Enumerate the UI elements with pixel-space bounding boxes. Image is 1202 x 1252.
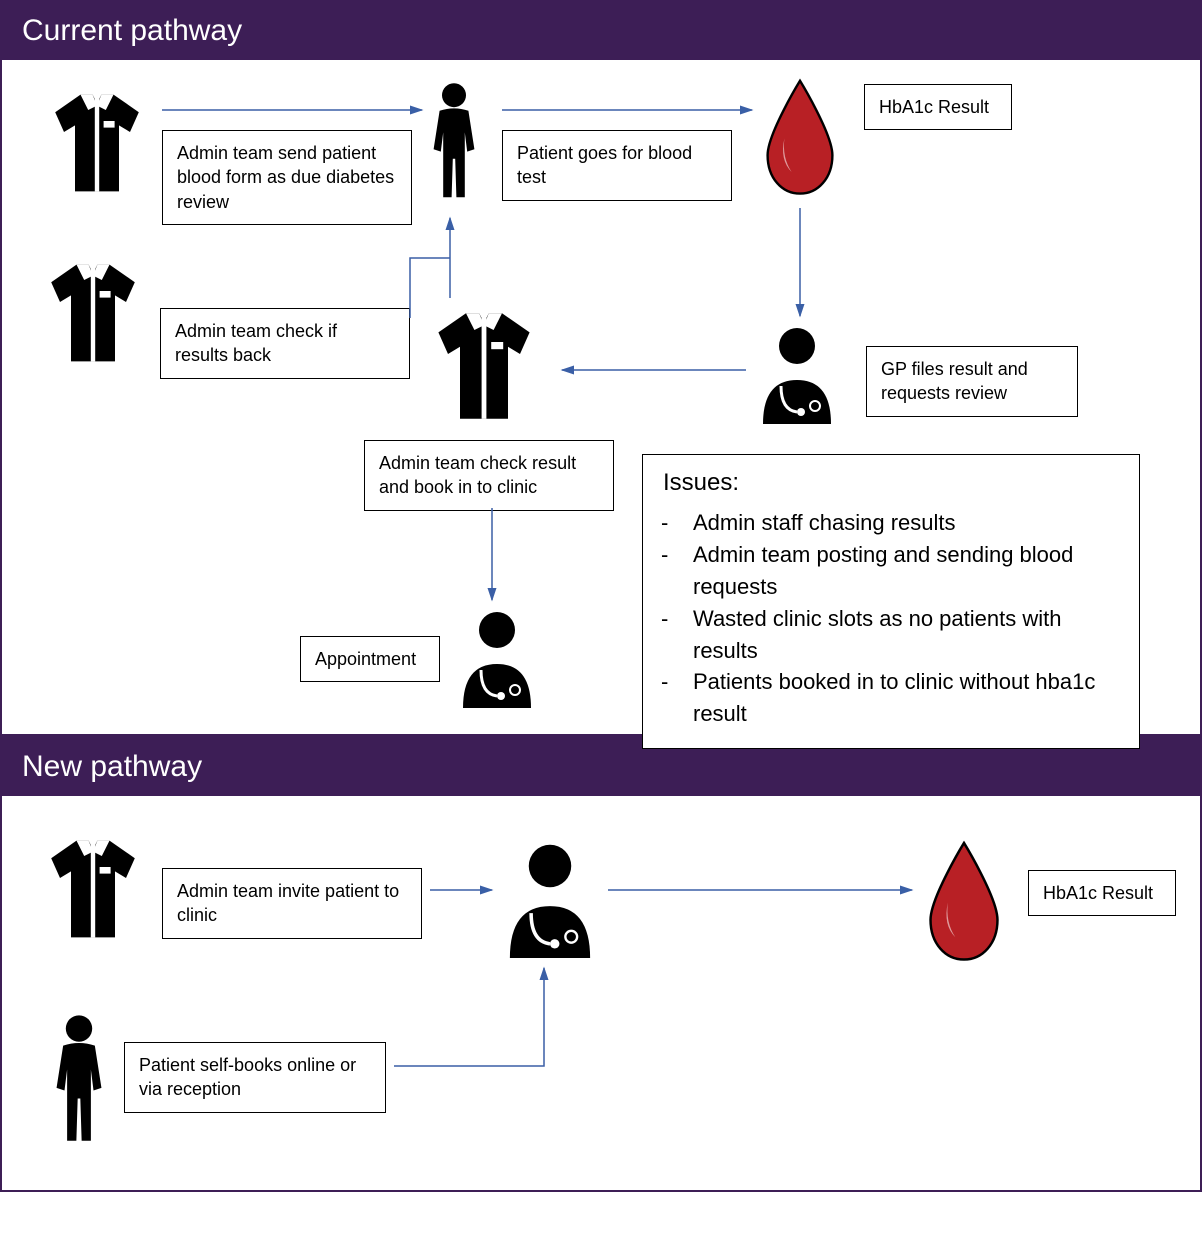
flow-arrow	[2, 796, 1202, 1190]
section-title-current: Current pathway	[2, 2, 1200, 60]
section-current-pathway: Current pathway Admin team send patient …	[0, 0, 1202, 736]
section-body-new: Admin team invite patient to clinic Pati…	[2, 796, 1200, 1190]
section-new-pathway: New pathway Admin team invite patient to…	[0, 736, 1202, 1192]
section-body-current: Admin team send patient blood form as du…	[2, 60, 1200, 734]
flow-arrow	[2, 60, 1202, 734]
